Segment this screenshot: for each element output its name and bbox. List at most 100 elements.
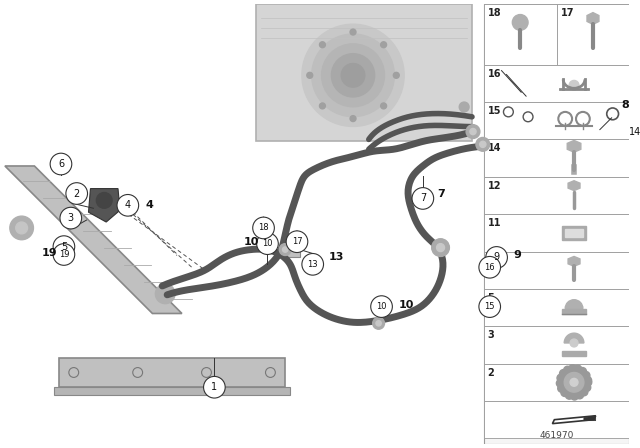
Bar [565, 229, 583, 237]
Text: 2: 2 [488, 367, 495, 378]
Wedge shape [564, 333, 584, 343]
Circle shape [569, 365, 577, 373]
Circle shape [350, 29, 356, 35]
Circle shape [50, 153, 72, 175]
Circle shape [97, 193, 112, 208]
Polygon shape [568, 181, 580, 190]
Text: 16: 16 [488, 69, 501, 79]
Circle shape [584, 379, 592, 386]
Circle shape [279, 244, 291, 255]
Circle shape [479, 296, 500, 318]
Circle shape [479, 256, 500, 278]
Bar [484, 364, 629, 401]
Bar [255, 4, 472, 142]
Text: 7: 7 [420, 194, 426, 203]
Circle shape [53, 244, 75, 265]
Text: 14: 14 [488, 143, 501, 153]
Text: 10: 10 [376, 302, 387, 311]
Text: 9: 9 [493, 252, 500, 263]
Circle shape [321, 44, 385, 107]
Circle shape [302, 254, 324, 275]
Circle shape [350, 116, 356, 121]
Bar [54, 387, 290, 395]
Text: 3: 3 [488, 330, 495, 340]
Bar [563, 309, 586, 314]
Circle shape [576, 391, 584, 399]
Polygon shape [552, 416, 596, 424]
Circle shape [204, 376, 225, 398]
Bar [484, 139, 629, 177]
Circle shape [584, 376, 591, 384]
Text: 12: 12 [488, 181, 501, 191]
Circle shape [282, 247, 288, 252]
Text: 8: 8 [621, 100, 629, 110]
Text: 5: 5 [488, 293, 495, 303]
Text: 6: 6 [58, 159, 64, 169]
Text: 7: 7 [438, 189, 445, 198]
Circle shape [580, 388, 588, 396]
Bar [557, 4, 629, 65]
Circle shape [470, 129, 476, 135]
Circle shape [372, 318, 385, 329]
Circle shape [559, 370, 568, 377]
Text: 1: 1 [211, 382, 218, 392]
Bar [484, 251, 629, 289]
Text: 461970: 461970 [540, 431, 574, 440]
Bar [484, 177, 629, 214]
Circle shape [583, 383, 591, 392]
Bar [563, 351, 586, 356]
Polygon shape [584, 416, 596, 421]
Circle shape [466, 125, 480, 138]
Circle shape [513, 14, 528, 30]
Bar [484, 289, 629, 326]
Circle shape [486, 246, 508, 268]
Circle shape [381, 42, 387, 47]
Circle shape [16, 222, 28, 234]
Text: 10: 10 [244, 237, 259, 247]
Text: 2: 2 [74, 189, 80, 198]
Circle shape [10, 216, 33, 240]
Circle shape [312, 34, 394, 116]
Bar [484, 401, 629, 439]
Circle shape [341, 64, 365, 87]
Circle shape [376, 321, 381, 326]
Text: 6: 6 [488, 255, 495, 266]
Text: 5: 5 [61, 241, 67, 252]
Text: 17: 17 [292, 237, 302, 246]
Circle shape [307, 73, 313, 78]
Circle shape [574, 365, 582, 373]
Circle shape [319, 42, 325, 47]
Circle shape [66, 183, 88, 204]
Bar [484, 214, 629, 251]
Bar [484, 4, 557, 65]
Circle shape [257, 233, 278, 254]
Circle shape [460, 102, 469, 112]
Text: 17: 17 [561, 8, 574, 17]
Circle shape [570, 339, 578, 347]
Circle shape [371, 296, 392, 318]
Bar [484, 102, 629, 139]
Polygon shape [88, 189, 120, 222]
Circle shape [394, 73, 399, 78]
Bar [484, 326, 629, 364]
Polygon shape [568, 256, 580, 266]
Text: 15: 15 [488, 106, 501, 116]
Circle shape [564, 366, 572, 374]
Circle shape [579, 367, 586, 375]
Circle shape [476, 138, 490, 151]
Bar [484, 65, 629, 102]
Circle shape [480, 141, 486, 147]
Polygon shape [5, 166, 182, 314]
Circle shape [286, 231, 308, 253]
Text: 19: 19 [59, 250, 69, 259]
Text: 4: 4 [125, 200, 131, 210]
Text: 13: 13 [307, 260, 318, 269]
Polygon shape [587, 13, 599, 24]
Text: 11: 11 [488, 218, 501, 228]
Bar [563, 226, 586, 240]
Text: 9: 9 [513, 250, 521, 260]
Circle shape [381, 103, 387, 109]
Circle shape [302, 24, 404, 126]
Text: 3: 3 [68, 213, 74, 223]
Circle shape [60, 207, 82, 229]
